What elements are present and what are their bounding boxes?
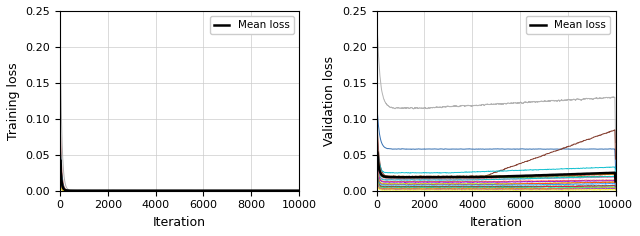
Mean loss — [295, 189, 303, 192]
Mean loss — [599, 172, 607, 175]
Mean loss — [103, 189, 111, 192]
Mean loss — [56, 172, 64, 175]
Line: Mean loss: Mean loss — [60, 160, 299, 191]
Mean loss — [383, 176, 390, 178]
Mean loss — [282, 189, 290, 192]
Mean loss — [372, 166, 380, 169]
Mean loss — [420, 176, 428, 179]
Y-axis label: Validation loss: Validation loss — [323, 56, 337, 146]
Legend: Mean loss: Mean loss — [210, 16, 294, 34]
Mean loss — [490, 175, 497, 178]
Mean loss — [173, 189, 180, 192]
Mean loss — [612, 180, 620, 183]
Line: Mean loss: Mean loss — [376, 152, 616, 181]
Y-axis label: Training loss: Training loss — [7, 62, 20, 140]
Mean loss — [57, 175, 65, 178]
X-axis label: Iteration: Iteration — [470, 216, 522, 229]
Mean loss — [373, 150, 381, 153]
Mean loss — [70, 189, 78, 192]
Mean loss — [66, 189, 74, 192]
Mean loss — [374, 156, 381, 159]
Legend: Mean loss: Mean loss — [526, 16, 611, 34]
Mean loss — [56, 158, 64, 161]
Mean loss — [387, 176, 395, 178]
X-axis label: Iteration: Iteration — [153, 216, 206, 229]
